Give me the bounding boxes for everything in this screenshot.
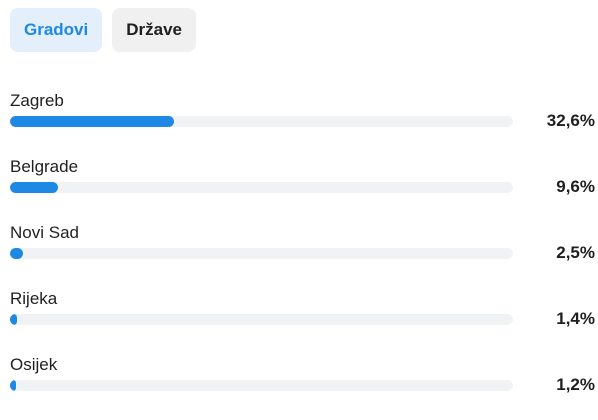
- tab-gradovi[interactable]: Gradovi: [10, 8, 103, 52]
- progress-fill: [10, 380, 17, 391]
- progress-fill: [10, 116, 174, 127]
- progress-track: [10, 248, 513, 259]
- item-label: Novi Sad: [10, 223, 79, 242]
- progress-track: [10, 314, 513, 325]
- item-label: Osijek: [10, 355, 58, 374]
- progress-track: [10, 182, 513, 193]
- progress-fill: [10, 182, 59, 193]
- list-item: Novi Sad 2,5%: [10, 222, 595, 288]
- tab-drzave[interactable]: Države: [112, 8, 197, 52]
- item-percent: 9,6%: [556, 177, 595, 196]
- list-item: Belgrade 9,6%: [10, 156, 595, 222]
- progress-track: [10, 116, 513, 127]
- list-item: Osijek 1,2%: [10, 354, 595, 420]
- list-item: Zagreb 32,6%: [10, 90, 595, 156]
- progress-fill: [10, 248, 23, 259]
- item-label: Rijeka: [10, 289, 58, 308]
- item-label: Zagreb: [10, 91, 64, 110]
- list-item: Rijeka 1,4%: [10, 288, 595, 354]
- item-label: Belgrade: [10, 157, 79, 176]
- stats-list: Zagreb 32,6% Belgrade 9,6% Novi Sad 2,5%…: [10, 90, 595, 420]
- progress-fill: [10, 314, 18, 325]
- item-percent: 1,4%: [556, 309, 595, 328]
- item-percent: 2,5%: [556, 243, 595, 262]
- item-percent: 32,6%: [546, 111, 595, 130]
- item-percent: 1,2%: [556, 375, 595, 394]
- tab-bar: Gradovi Države: [10, 8, 197, 52]
- progress-track: [10, 380, 513, 391]
